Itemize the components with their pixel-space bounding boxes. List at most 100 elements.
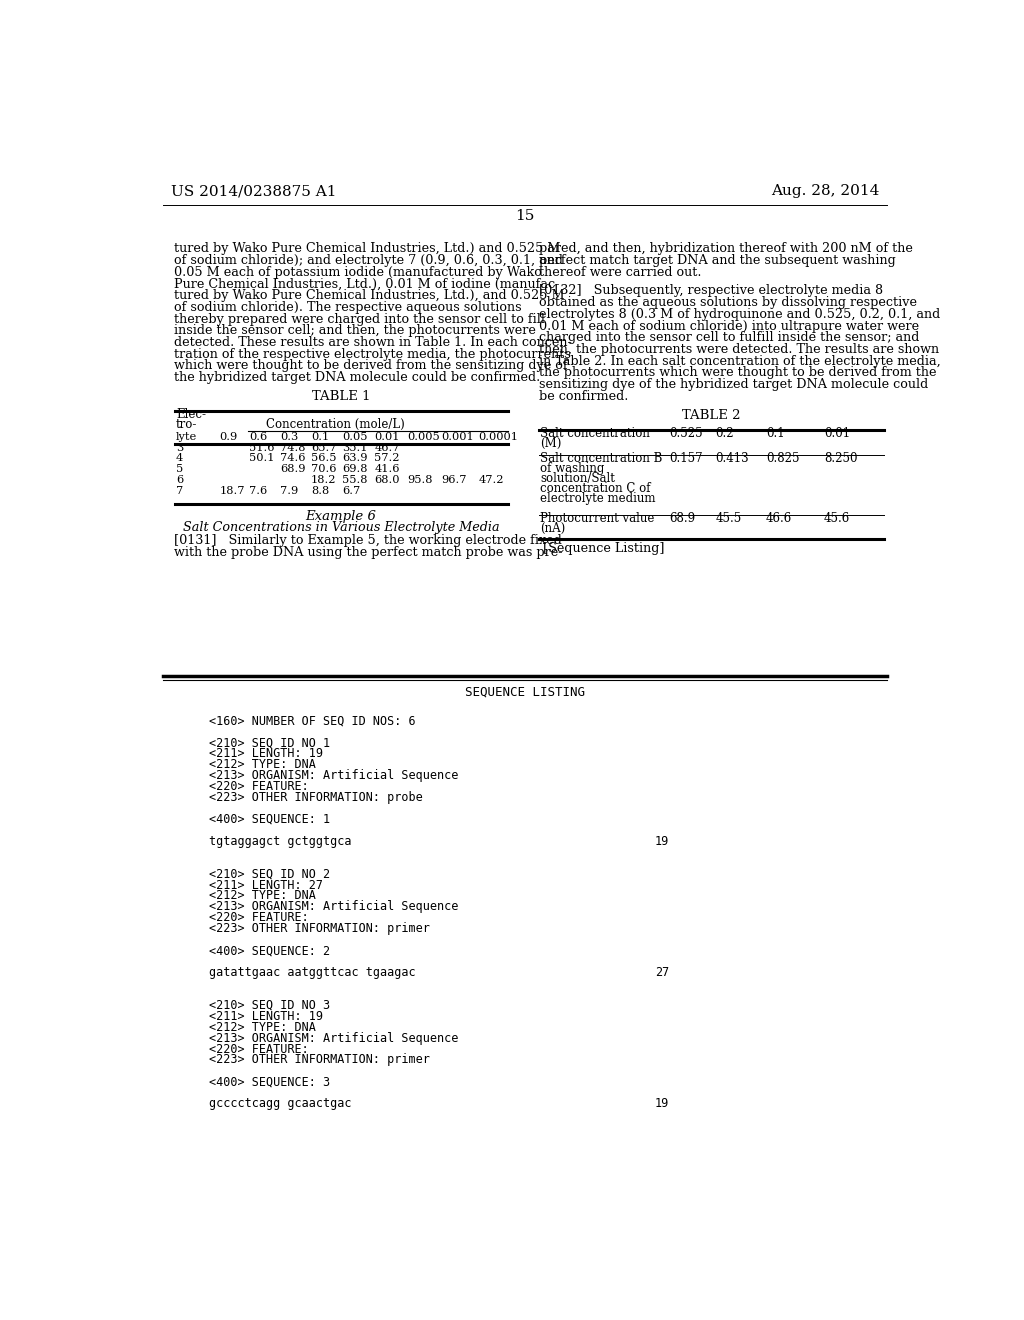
Text: gcccctcagg gcaactgac: gcccctcagg gcaactgac [209, 1097, 352, 1110]
Text: 0.413: 0.413 [716, 451, 750, 465]
Text: 0.01: 0.01 [824, 426, 850, 440]
Text: 5: 5 [176, 465, 183, 474]
Text: <210> SEQ ID NO 2: <210> SEQ ID NO 2 [209, 867, 331, 880]
Text: charged into the sensor cell to fulfill inside the sensor; and: charged into the sensor cell to fulfill … [539, 331, 920, 345]
Text: 68.0: 68.0 [375, 475, 400, 484]
Text: <220> FEATURE:: <220> FEATURE: [209, 780, 309, 793]
Text: 74.8: 74.8 [280, 442, 305, 453]
Text: 46.7: 46.7 [375, 442, 400, 453]
Text: 96.7: 96.7 [441, 475, 467, 484]
Text: <400> SEQUENCE: 3: <400> SEQUENCE: 3 [209, 1076, 331, 1088]
Text: <213> ORGANISM: Artificial Sequence: <213> ORGANISM: Artificial Sequence [209, 770, 459, 783]
Text: <211> LENGTH: 19: <211> LENGTH: 19 [209, 747, 324, 760]
Text: Photocurrent value: Photocurrent value [541, 512, 654, 524]
Text: <223> OTHER INFORMATION: primer: <223> OTHER INFORMATION: primer [209, 1053, 430, 1067]
Text: 0.0001: 0.0001 [478, 432, 518, 442]
Text: <211> LENGTH: 19: <211> LENGTH: 19 [209, 1010, 324, 1023]
Text: with the probe DNA using the perfect match probe was pre-: with the probe DNA using the perfect mat… [174, 546, 563, 560]
Text: 27: 27 [655, 966, 670, 979]
Text: 18.7: 18.7 [219, 486, 245, 495]
Text: 0.825: 0.825 [766, 451, 800, 465]
Text: 7.9: 7.9 [280, 486, 298, 495]
Text: solution/Salt: solution/Salt [541, 471, 615, 484]
Text: Aug. 28, 2014: Aug. 28, 2014 [771, 185, 880, 198]
Text: of sodium chloride); and electrolyte 7 (0.9, 0.6, 0.3, 0.1, and: of sodium chloride); and electrolyte 7 (… [174, 253, 563, 267]
Text: 74.6: 74.6 [280, 453, 305, 463]
Text: <400> SEQUENCE: 1: <400> SEQUENCE: 1 [209, 813, 331, 826]
Text: tration of the respective electrolyte media, the photocurrents: tration of the respective electrolyte me… [174, 347, 571, 360]
Text: 0.1: 0.1 [311, 432, 329, 442]
Text: in Table 2. In each salt concentration of the electrolyte media,: in Table 2. In each salt concentration o… [539, 355, 940, 368]
Text: 0.525: 0.525 [669, 426, 702, 440]
Text: 0.2: 0.2 [716, 426, 734, 440]
Text: <212> TYPE: DNA: <212> TYPE: DNA [209, 1020, 316, 1034]
Text: US 2014/0238875 A1: US 2014/0238875 A1 [171, 185, 336, 198]
Text: pared, and then, hybridization thereof with 200 nM of the: pared, and then, hybridization thereof w… [539, 243, 912, 255]
Text: tured by Wako Pure Chemical Industries, Ltd.) and 0.525 M: tured by Wako Pure Chemical Industries, … [174, 243, 561, 255]
Text: be confirmed.: be confirmed. [539, 389, 628, 403]
Text: perfect match target DNA and the subsequent washing: perfect match target DNA and the subsequ… [539, 253, 896, 267]
Text: inside the sensor cell; and then, the photocurrents were: inside the sensor cell; and then, the ph… [174, 325, 537, 338]
Text: 45.6: 45.6 [824, 512, 850, 524]
Text: 15: 15 [515, 209, 535, 223]
Text: detected. These results are shown in Table 1. In each concen-: detected. These results are shown in Tab… [174, 337, 572, 348]
Text: 8.250: 8.250 [824, 451, 857, 465]
Text: 35.1: 35.1 [342, 442, 368, 453]
Text: 0.005: 0.005 [407, 432, 439, 442]
Text: 47.2: 47.2 [478, 475, 504, 484]
Text: Salt Concentrations in Various Electrolyte Media: Salt Concentrations in Various Electroly… [183, 521, 500, 535]
Text: 7: 7 [176, 486, 183, 495]
Text: 51.6: 51.6 [249, 442, 274, 453]
Text: the hybridized target DNA molecule could be confirmed.: the hybridized target DNA molecule could… [174, 371, 541, 384]
Text: <212> TYPE: DNA: <212> TYPE: DNA [209, 758, 316, 771]
Text: sensitizing dye of the hybridized target DNA molecule could: sensitizing dye of the hybridized target… [539, 378, 928, 391]
Text: 68.9: 68.9 [280, 465, 305, 474]
Text: 3: 3 [176, 442, 183, 453]
Text: obtained as the aqueous solutions by dissolving respective: obtained as the aqueous solutions by dis… [539, 296, 916, 309]
Text: 19: 19 [655, 1097, 670, 1110]
Text: Salt concentration: Salt concentration [541, 426, 650, 440]
Text: TABLE 2: TABLE 2 [682, 409, 740, 422]
Text: 0.01 M each of sodium chloride) into ultrapure water were: 0.01 M each of sodium chloride) into ult… [539, 319, 919, 333]
Text: 0.05 M each of potassium iodide (manufactured by Wako: 0.05 M each of potassium iodide (manufac… [174, 265, 543, 279]
Text: tured by Wako Pure Chemical Industries, Ltd.), and 0.525 M: tured by Wako Pure Chemical Industries, … [174, 289, 565, 302]
Text: thereof were carried out.: thereof were carried out. [539, 265, 701, 279]
Text: 6.7: 6.7 [342, 486, 360, 495]
Text: <220> FEATURE:: <220> FEATURE: [209, 1043, 309, 1056]
Text: 41.6: 41.6 [375, 465, 400, 474]
Text: 0.157: 0.157 [669, 451, 702, 465]
Text: 0.01: 0.01 [375, 432, 400, 442]
Text: 45.5: 45.5 [716, 512, 741, 524]
Text: 46.6: 46.6 [766, 512, 793, 524]
Text: 19: 19 [655, 834, 670, 847]
Text: <220> FEATURE:: <220> FEATURE: [209, 911, 309, 924]
Text: [0131]   Similarly to Example 5, the working electrode fixed: [0131] Similarly to Example 5, the worki… [174, 535, 562, 548]
Text: 56.5: 56.5 [311, 453, 337, 463]
Text: 0.05: 0.05 [342, 432, 368, 442]
Text: 95.8: 95.8 [407, 475, 432, 484]
Text: 18.2: 18.2 [311, 475, 337, 484]
Text: 6: 6 [176, 475, 183, 484]
Text: Pure Chemical Industries, Ltd.), 0.01 M of iodine (manufac-: Pure Chemical Industries, Ltd.), 0.01 M … [174, 277, 560, 290]
Text: 68.9: 68.9 [669, 512, 695, 524]
Text: [0132]   Subsequently, respective electrolyte media 8: [0132] Subsequently, respective electrol… [539, 285, 883, 297]
Text: <223> OTHER INFORMATION: probe: <223> OTHER INFORMATION: probe [209, 791, 423, 804]
Text: lyte: lyte [176, 432, 198, 442]
Text: of washing: of washing [541, 462, 605, 475]
Text: 0.9: 0.9 [219, 432, 238, 442]
Text: concentration C of: concentration C of [541, 482, 651, 495]
Text: <160> NUMBER OF SEQ ID NOS: 6: <160> NUMBER OF SEQ ID NOS: 6 [209, 714, 416, 727]
Text: 50.1: 50.1 [249, 453, 274, 463]
Text: <212> TYPE: DNA: <212> TYPE: DNA [209, 890, 316, 903]
Text: <213> ORGANISM: Artificial Sequence: <213> ORGANISM: Artificial Sequence [209, 900, 459, 913]
Text: 70.6: 70.6 [311, 465, 337, 474]
Text: 55.8: 55.8 [342, 475, 368, 484]
Text: 0.1: 0.1 [766, 426, 784, 440]
Text: then, the photocurrents were detected. The results are shown: then, the photocurrents were detected. T… [539, 343, 939, 356]
Text: tro-: tro- [176, 418, 198, 432]
Text: 7.6: 7.6 [249, 486, 267, 495]
Text: electrolytes 8 (0.3 M of hydroquinone and 0.525, 0.2, 0.1, and: electrolytes 8 (0.3 M of hydroquinone an… [539, 308, 940, 321]
Text: tgtaggagct gctggtgca: tgtaggagct gctggtgca [209, 834, 352, 847]
Text: <211> LENGTH: 27: <211> LENGTH: 27 [209, 879, 324, 891]
Text: of sodium chloride). The respective aqueous solutions: of sodium chloride). The respective aque… [174, 301, 522, 314]
